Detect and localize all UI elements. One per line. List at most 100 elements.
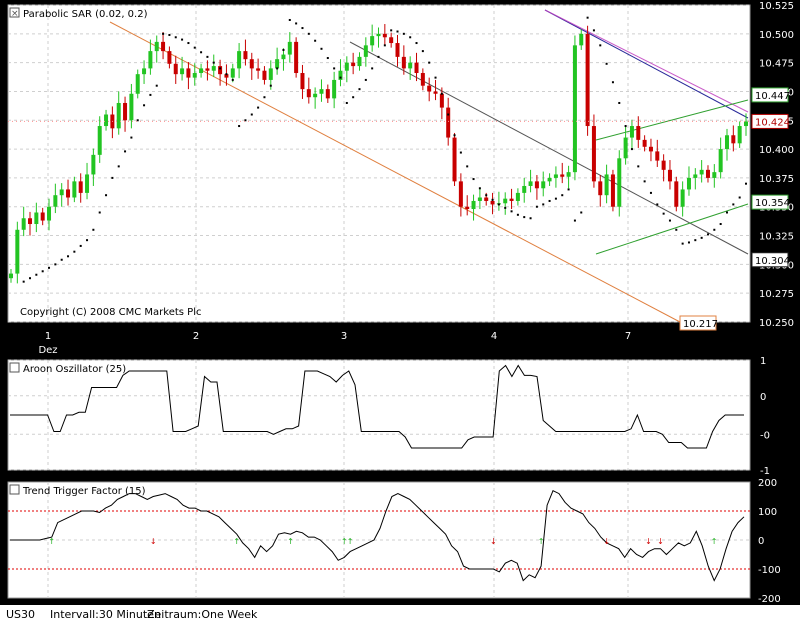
- candle-body: [123, 102, 128, 121]
- candle-body: [490, 200, 495, 205]
- x-tick-label: 2: [193, 331, 199, 342]
- candle-body: [205, 68, 210, 71]
- candle-body: [636, 126, 641, 140]
- status-bar: US30 Intervall:30 Minuten Zeitraum:One W…: [0, 605, 800, 625]
- candle-body: [414, 62, 419, 74]
- candle-body: [15, 229, 20, 274]
- sar-dot: [206, 55, 209, 58]
- price-tag-label: 10.217: [683, 319, 718, 330]
- ttf-line: [10, 490, 745, 582]
- sar-dot: [687, 241, 690, 244]
- candle-body: [598, 181, 603, 196]
- candle-body: [237, 51, 242, 69]
- sar-dot: [29, 277, 32, 280]
- panel-background-2: [7, 359, 751, 471]
- trendline-blue: [544, 9, 749, 119]
- x-tick-label: 3: [341, 331, 347, 342]
- candle-body: [72, 181, 77, 198]
- sar-dot: [345, 101, 348, 104]
- sar-dot: [694, 239, 697, 242]
- candle-body: [484, 197, 489, 201]
- candle-body: [724, 135, 729, 150]
- price-tick-label: 10.275: [759, 289, 794, 300]
- candle-body: [648, 146, 653, 152]
- price-tick-label: 10.250: [759, 318, 794, 329]
- x-tick-label: 4: [491, 331, 497, 342]
- candle-body: [357, 56, 362, 67]
- sar-dot: [149, 93, 152, 96]
- candle-body: [591, 126, 596, 182]
- trendline-violet: [544, 9, 749, 113]
- sar-dot: [548, 199, 551, 202]
- sar-dot: [238, 125, 241, 128]
- candle-body: [363, 45, 368, 57]
- candle-body: [294, 41, 299, 74]
- candle-body: [458, 181, 463, 207]
- sar-dot: [390, 29, 393, 32]
- candle-body: [313, 93, 318, 98]
- candle-body: [395, 43, 400, 57]
- candle-body: [667, 169, 672, 182]
- sar-dot: [447, 113, 450, 116]
- price-tag: 10.424: [751, 113, 790, 129]
- candle-body: [256, 68, 261, 71]
- candle-body: [154, 41, 159, 52]
- sar-dot: [181, 38, 184, 41]
- ttf-buy-arrow: ↑: [233, 537, 240, 546]
- candle-body: [59, 189, 64, 196]
- sar-dot: [580, 211, 583, 214]
- price-tag: 10.304: [751, 252, 790, 268]
- candle-body: [477, 197, 482, 201]
- sar-dot: [396, 30, 399, 33]
- candle-body: [541, 181, 546, 189]
- sar-dot: [124, 150, 127, 153]
- sar-dot: [611, 81, 614, 84]
- candle-body: [66, 189, 71, 198]
- ttf-tick-label: -200: [758, 594, 781, 605]
- sar-dot: [22, 280, 25, 283]
- candle-body: [218, 66, 223, 75]
- sar-dot: [136, 119, 139, 122]
- sar-dot: [155, 84, 158, 87]
- ttf-sell-arrow: ↓: [490, 537, 497, 546]
- sar-dot: [326, 57, 329, 60]
- candle-body: [40, 212, 45, 221]
- sar-dot: [282, 48, 285, 51]
- sar-dot: [130, 136, 133, 139]
- candle-body: [610, 174, 615, 207]
- candle-body: [642, 139, 647, 147]
- sar-dot: [719, 223, 722, 226]
- aroon-tick-label: 1: [760, 356, 766, 367]
- sar-dot: [301, 27, 304, 30]
- candle-body: [617, 158, 622, 207]
- sar-dot: [225, 73, 228, 76]
- sar-dot: [599, 44, 602, 47]
- sar-dot: [592, 29, 595, 32]
- x-tick-label: 7: [625, 331, 631, 342]
- candle-body: [693, 174, 698, 178]
- sar-dot: [314, 39, 317, 42]
- sar-dot: [732, 203, 735, 206]
- sar-dot: [212, 61, 215, 64]
- aroon-line: [10, 364, 744, 449]
- sar-dot: [48, 266, 51, 269]
- x-sublabel: Dez: [38, 345, 57, 356]
- ttf-sell-arrow: ↓: [645, 537, 652, 546]
- candle-body: [623, 137, 628, 159]
- sar-dot: [54, 263, 57, 266]
- sar-dot: [60, 258, 63, 261]
- candle-body: [674, 181, 679, 207]
- candle-body: [705, 169, 710, 178]
- sar-dot: [111, 176, 114, 179]
- candle-body: [427, 85, 432, 92]
- candle-body: [135, 74, 140, 94]
- sar-dot: [453, 134, 456, 137]
- close-icon: [9, 7, 20, 18]
- sar-dot: [73, 250, 76, 253]
- close-icon-glyph: ×: [11, 9, 19, 19]
- candle-body: [471, 200, 476, 210]
- sar-dot: [35, 273, 38, 276]
- sar-dot: [662, 212, 665, 215]
- candle-body: [319, 89, 324, 94]
- candle-body: [192, 73, 197, 78]
